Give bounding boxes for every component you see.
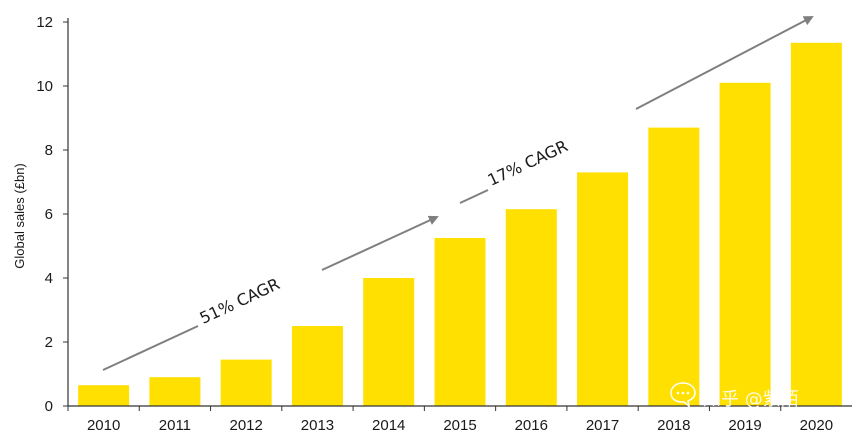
x-tick-label: 2014: [372, 417, 405, 434]
y-tick-label: 6: [45, 206, 53, 223]
bar: [363, 278, 415, 406]
bar: [291, 326, 343, 406]
x-axis-ticks: 2010 2011 2012 2013 2014 2015 2016 2017 2018 2019…: [67, 406, 833, 434]
axes: [67, 18, 852, 407]
y-axis-ticks: 0 2 4 6 8 10 12: [36, 14, 68, 415]
cagr-arrow-line: [459, 189, 489, 204]
bar: [790, 42, 842, 407]
x-tick-label: 2015: [443, 417, 476, 434]
y-tick-label: 2: [45, 334, 53, 351]
bar: [434, 238, 486, 406]
cagr-arrow-line: [102, 325, 199, 371]
y-tick-label: 10: [36, 78, 53, 95]
x-tick-label: 2013: [301, 417, 334, 434]
y-tick-label: 4: [45, 270, 53, 287]
watermark: 知乎 @紫陌: [670, 382, 799, 410]
x-tick-label: 2010: [87, 417, 120, 434]
bars: [78, 42, 842, 407]
chat-bubble-icon: [670, 382, 696, 408]
x-tick-label: 2016: [515, 417, 548, 434]
cagr-arrow-line: [321, 215, 439, 271]
y-tick-label: 8: [45, 142, 53, 159]
bar: [577, 172, 629, 406]
y-axis-title: Global sales (£bn): [12, 163, 27, 269]
cagr-label: 51% CAGR: [197, 274, 283, 328]
x-tick-label: 2020: [800, 417, 833, 434]
bar: [220, 359, 272, 406]
watermark-text: 知乎 @紫陌: [703, 389, 799, 410]
bar: [719, 82, 771, 407]
cagr-arrow-line: [635, 16, 814, 110]
x-tick-label: 2018: [657, 417, 690, 434]
x-tick-label: 2011: [159, 417, 191, 434]
bar: [505, 209, 557, 406]
x-tick-label: 2017: [586, 417, 619, 434]
x-tick-label: 2012: [229, 417, 262, 434]
y-tick-label: 12: [36, 14, 53, 31]
y-tick-label: 0: [45, 398, 53, 415]
bar: [648, 127, 700, 406]
cagr-label: 17% CAGR: [485, 136, 571, 190]
bar: [149, 377, 201, 406]
bar: [78, 385, 130, 406]
x-tick-label: 2019: [728, 417, 761, 434]
